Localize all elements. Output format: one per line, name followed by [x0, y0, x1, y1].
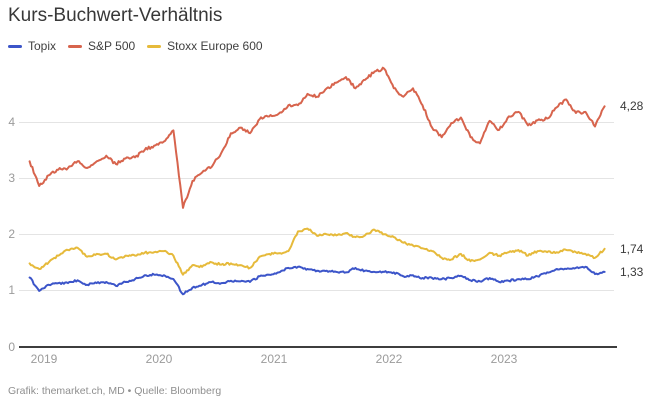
y-tick-label-3: 3 — [8, 171, 15, 185]
legend-swatch-sp500 — [68, 44, 83, 48]
legend-label-sp500: S&P 500 — [88, 39, 136, 53]
x-axis-line — [19, 346, 617, 348]
y-tick-label-4: 4 — [8, 115, 15, 129]
x-tick-label-2020: 2020 — [145, 352, 173, 366]
end-value-label-stoxx-europe-600: 1,74 — [620, 242, 644, 256]
gridline-y1 — [19, 290, 614, 291]
x-tick-label-2021: 2021 — [260, 352, 288, 366]
legend-label-stoxx: Stoxx Europe 600 — [167, 39, 263, 53]
x-tick-label-2023: 2023 — [490, 352, 518, 366]
legend-item-stoxx: Stoxx Europe 600 — [147, 39, 263, 53]
end-value-label-s-p-500: 4,28 — [620, 99, 644, 113]
gridline-y2 — [19, 234, 614, 235]
legend-item-sp500: S&P 500 — [68, 39, 135, 53]
legend-item-topix: Topix — [8, 39, 56, 53]
footer-credit: Grafik: themarket.ch, MD • Quelle: Bloom… — [8, 385, 222, 397]
chart-title: Kurs-Buchwert-Verhältnis — [8, 5, 223, 26]
x-tick-label-2019: 2019 — [30, 352, 58, 366]
y-tick-label-2: 2 — [8, 227, 15, 241]
y-tick-label-1: 1 — [8, 283, 15, 297]
y-tick-label-0: 0 — [8, 340, 15, 354]
gridline-y3 — [19, 178, 614, 179]
series-line-s-p-500 — [28, 66, 606, 209]
legend-swatch-stoxx — [147, 44, 162, 48]
end-value-label-topix: 1,33 — [620, 265, 644, 279]
series-line-stoxx-europe-600 — [28, 227, 606, 276]
legend-swatch-topix — [8, 44, 22, 48]
legend: Topix S&P 500 Stoxx Europe 600 — [8, 39, 275, 53]
gridline-y4 — [19, 122, 614, 123]
x-tick-label-2022: 2022 — [375, 352, 403, 366]
legend-label-topix: Topix — [28, 39, 57, 53]
